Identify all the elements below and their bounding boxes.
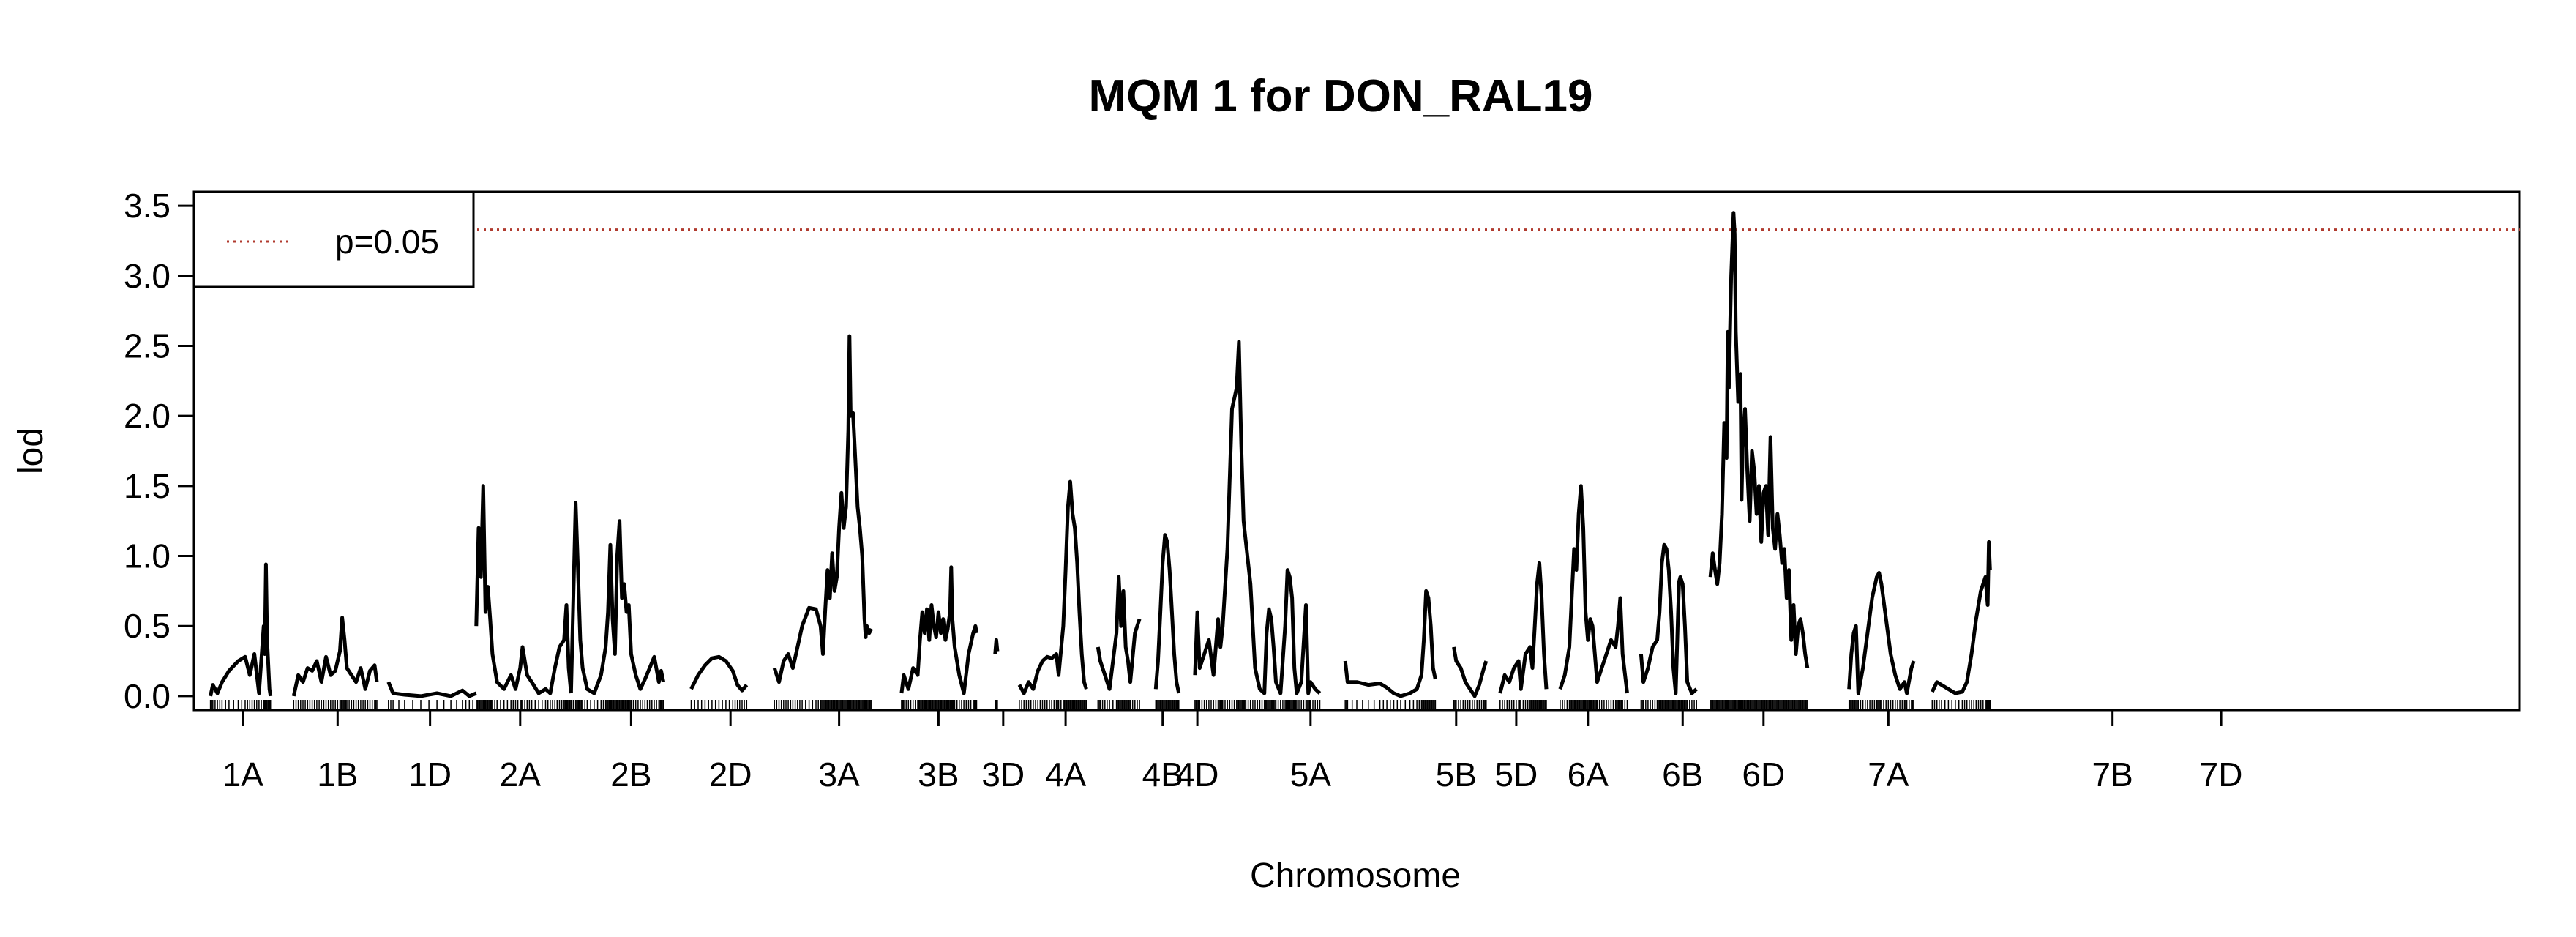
x-tick-label-2D: 2D — [709, 755, 752, 794]
lod-curve-3A — [772, 334, 874, 684]
y-tick-label: 0.0 — [124, 677, 171, 715]
lod-curve-7B — [1847, 571, 1916, 695]
lod-curve-4A — [1017, 479, 1088, 695]
x-tick-label-4B: 4B — [1142, 755, 1183, 794]
x-tick-label-2A: 2A — [500, 755, 542, 794]
lod-curve-7D — [1931, 540, 1992, 695]
lod-curve-4B — [1096, 575, 1142, 691]
x-axis-title: Chromosome — [1250, 856, 1461, 895]
y-tick-label: 2.0 — [124, 397, 171, 435]
x-tick-label-2B: 2B — [610, 755, 651, 794]
x-tick-label-6D: 6D — [1742, 755, 1785, 794]
lod-curve-5A — [1193, 340, 1322, 695]
x-tick-label-6B: 6B — [1662, 755, 1703, 794]
y-tick-label: 1.0 — [124, 537, 171, 575]
lod-curve-4D — [1153, 533, 1181, 694]
lod-curve-6D — [1639, 542, 1698, 695]
x-tick-label-7D: 7D — [2200, 755, 2243, 794]
x-tick-label-7A: 7A — [1868, 755, 1909, 794]
lod-curve-1B — [291, 616, 379, 697]
lod-curve-2B — [569, 501, 666, 695]
marker-rug-ticks — [209, 700, 1991, 710]
y-tick-label: 3.0 — [124, 257, 171, 295]
lod-curves — [209, 211, 1992, 698]
x-tick-label-3B: 3B — [918, 755, 959, 794]
y-tick-label: 3.5 — [124, 187, 171, 225]
y-tick-label: 0.5 — [124, 607, 171, 645]
x-tick-label-4D: 4D — [1176, 755, 1219, 794]
lod-curve-1A — [209, 562, 273, 697]
lod-curve-3D — [993, 638, 1000, 654]
y-axis: 0.0 0.5 1.0 1.5 2.0 2.5 3.0 3.5 — [124, 187, 194, 715]
y-tick-label: 1.5 — [124, 467, 171, 505]
lod-curve-3B — [899, 565, 978, 695]
x-tick-label-7B: 7B — [2092, 755, 2133, 794]
x-tick-label-1D: 1D — [408, 755, 452, 794]
x-tick-label-5B: 5B — [1436, 755, 1477, 794]
x-tick-label-5A: 5A — [1290, 755, 1332, 794]
x-tick-label-6A: 6A — [1568, 755, 1609, 794]
x-tick-label-3D: 3D — [981, 755, 1025, 794]
x-tick-label-1B: 1B — [317, 755, 358, 794]
lod-curve-7A — [1708, 211, 1810, 669]
chart-title: MQM 1 for DON_RAL19 — [1089, 71, 1593, 122]
marker-rug — [209, 700, 1991, 710]
y-axis-title: lod — [12, 428, 50, 474]
lod-curve-6A — [1498, 561, 1549, 694]
y-tick-label: 2.5 — [124, 326, 171, 365]
x-tick-label-3A: 3A — [818, 755, 860, 794]
lod-curve-1D — [386, 681, 477, 698]
legend: p=0.05 — [192, 190, 475, 288]
legend-box — [192, 190, 475, 288]
x-tick-label-5D: 5D — [1494, 755, 1538, 794]
lod-curve-2D — [689, 654, 749, 693]
x-tick-label-1A: 1A — [222, 755, 264, 794]
lod-curve-5D — [1452, 646, 1489, 698]
lod-curve-5B — [1343, 589, 1437, 698]
lod-curve-2A — [474, 484, 573, 695]
lod-curve-6B — [1558, 484, 1629, 694]
legend-label: p=0.05 — [335, 223, 439, 261]
x-tick-label-4A: 4A — [1045, 755, 1087, 794]
plot-frame — [192, 190, 2521, 712]
